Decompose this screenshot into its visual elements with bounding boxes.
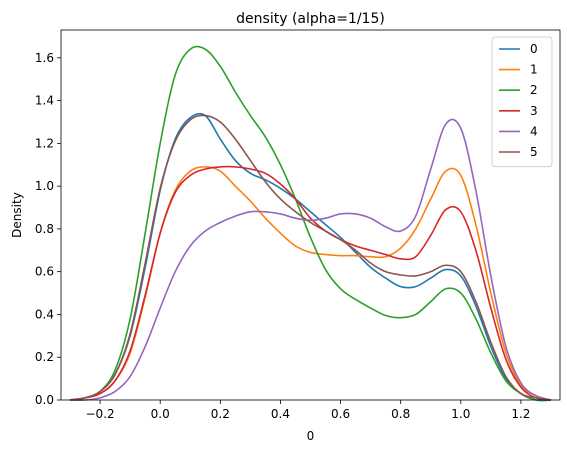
legend-label-5: 5	[530, 145, 538, 159]
y-axis-label: Density	[10, 192, 24, 238]
x-tick-label: 1.2	[511, 407, 530, 421]
series-line-3	[69, 165, 552, 401]
legend-box	[491, 36, 553, 168]
legend-label-2: 2	[530, 83, 538, 97]
series-line-2	[69, 45, 552, 402]
legend-label-4: 4	[530, 124, 538, 138]
y-tick-label: 0.4	[35, 307, 54, 321]
y-tick-label: 1.0	[35, 179, 54, 193]
y-tick-label: 0.6	[35, 265, 54, 279]
y-tick-label: 0.2	[35, 350, 54, 364]
legend-label-0: 0	[530, 42, 538, 56]
x-tick-label: 0.6	[331, 407, 350, 421]
x-tick-label: 0.0	[151, 407, 170, 421]
x-axis-label: 0	[307, 429, 315, 443]
y-axis-ticks: 0.0 0.2 0.4 0.6 0.8 1.0 1.2 1.4 1.6	[35, 51, 61, 407]
y-tick-label: 1.4	[35, 94, 54, 108]
legend-label-3: 3	[530, 104, 538, 118]
series-line-4	[70, 118, 552, 401]
y-tick-label: 1.6	[35, 51, 54, 65]
legend: 0 1 2 3 4 5	[491, 36, 553, 168]
y-tick-label: 0.0	[35, 393, 54, 407]
series-lines	[69, 45, 552, 402]
plot-frame	[60, 29, 561, 401]
legend-label-1: 1	[530, 63, 538, 77]
chart-title: density (alpha=1/15)	[236, 11, 385, 27]
series-line-5	[69, 114, 552, 401]
x-tick-label: 0.8	[391, 407, 410, 421]
series-line-0	[69, 112, 552, 402]
y-tick-label: 0.8	[35, 222, 54, 236]
y-tick-label: 1.2	[35, 136, 54, 150]
x-axis-ticks: −0.2 0.0 0.2 0.4 0.6 0.8 1.0 1.2	[86, 400, 530, 421]
x-tick-label: 0.4	[271, 407, 290, 421]
x-tick-label: 0.2	[211, 407, 230, 421]
x-tick-label: 1.0	[451, 407, 470, 421]
x-tick-label: −0.2	[86, 407, 115, 421]
